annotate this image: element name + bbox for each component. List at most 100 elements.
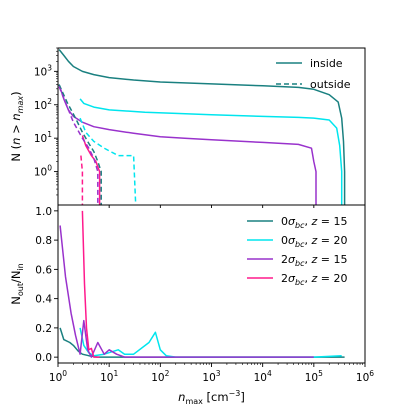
top-ytick-label-2: 102	[34, 97, 52, 112]
bottom-xtick-label-6-exp: 6	[369, 369, 374, 378]
top-ylabel-sub: max	[16, 96, 25, 114]
top-series-line-2	[58, 84, 317, 205]
top-ylabel: N (n > nmax)	[9, 91, 25, 161]
top-ytick-label-1-base: 10	[34, 133, 47, 145]
bottom-xlabel-sub: max	[185, 397, 203, 406]
bottom-xtick-label-3: 103	[202, 369, 220, 384]
legend-sigma: σ	[288, 253, 296, 266]
bottom-ytick-label-0: 0.0	[35, 352, 52, 364]
bottom-series-line-1	[79, 327, 342, 358]
bottom-series-group	[59, 210, 345, 358]
legend-coef: 2	[281, 272, 288, 285]
top-ylabel-close: )	[9, 91, 23, 96]
bottom-xlabel-close: ]	[240, 390, 245, 404]
bottom-xtick-label-2-base: 10	[151, 372, 164, 384]
top-series-line-0	[58, 49, 346, 205]
bottom-ytick-label-4: 0.8	[35, 235, 52, 247]
legend-bc: bc	[295, 240, 305, 249]
bottom-ytick-label-5: 1.0	[35, 206, 52, 218]
top-ylabel-n: N (	[9, 145, 23, 162]
bottom-xtick-label-3-base: 10	[202, 372, 215, 384]
bottom-ylabel: Nout/Nin	[9, 263, 25, 305]
bottom-legend-label-0: 0σbc, z = 15	[281, 215, 347, 230]
legend-z: z	[310, 215, 317, 228]
top-axes-frame	[57, 47, 366, 206]
bottom-ylabel-in: in	[16, 263, 25, 270]
bottom-xtick-label-6-base: 10	[356, 372, 369, 384]
bottom-legend-label-3: 2σbc, z = 20	[281, 272, 347, 287]
legend-coef: 2	[281, 253, 288, 266]
bottom-xtick-label-5-base: 10	[305, 372, 318, 384]
bottom-ytick-label-2: 0.4	[35, 294, 52, 306]
bottom-xtick-label-1-exp: 1	[113, 369, 118, 378]
bottom-xtick-label-4-base: 10	[254, 372, 267, 384]
bottom-legend-label-2: 2σbc, z = 15	[281, 253, 347, 268]
top-ytick-label-3: 103	[34, 63, 52, 78]
bottom-xlabel-exp: −3	[229, 389, 241, 398]
bottom-xtick-label-1: 101	[100, 369, 118, 384]
top-ytick-label-0-base: 10	[34, 167, 47, 179]
bottom-xtick-label-5: 105	[305, 369, 323, 384]
bottom-xtick-label-0-base: 10	[49, 372, 62, 384]
legend-comma: ,	[304, 234, 311, 247]
bottom-series-line-2	[59, 225, 314, 358]
legend-zval: = 15	[317, 215, 347, 228]
top-ytick-label-1: 101	[34, 130, 52, 145]
top-series-line-4	[58, 84, 102, 205]
legend-comma: ,	[304, 253, 311, 266]
bottom-series-line-3	[81, 210, 100, 358]
bottom-xtick-label-1-base: 10	[100, 372, 113, 384]
top-legend-label-0: inside	[310, 57, 343, 70]
top-legend-label-1: outside	[310, 78, 351, 91]
bottom-xlabel-n: n	[178, 390, 185, 404]
legend-comma: ,	[304, 215, 311, 228]
bottom-xtick-label-2-exp: 2	[165, 369, 170, 378]
top-ytick-label-0-exp: 0	[47, 164, 52, 173]
top-ytick-label-2-exp: 2	[47, 97, 52, 106]
bottom-ylabel-n1: N	[9, 296, 23, 305]
legend-zval: = 20	[317, 272, 347, 285]
bottom-legend-label-1: 0σbc, z = 20	[281, 234, 347, 249]
bottom-xtick-label-4: 104	[254, 369, 272, 384]
axes-frames	[57, 47, 366, 364]
bottom-ylabel-out: out	[16, 283, 25, 296]
bottom-xtick-label-0-exp: 0	[62, 369, 67, 378]
bottom-ytick-label-3: 0.6	[35, 264, 52, 276]
legend-z: z	[310, 253, 317, 266]
top-ytick-label-2-base: 10	[34, 100, 47, 112]
top-series-line-1	[79, 98, 343, 205]
legend-zval: = 20	[317, 234, 347, 247]
bottom-xtick-label-6: 106	[356, 369, 374, 384]
top-ytick-label-0: 100	[34, 164, 52, 179]
top-ylabel-gt: >	[9, 121, 23, 138]
bottom-xtick-label-4-exp: 4	[267, 369, 272, 378]
top-ytick-label-3-exp: 3	[47, 63, 52, 72]
legend-bc: bc	[295, 221, 305, 230]
bottom-xlabel: nmax [cm−3]	[178, 389, 245, 406]
legend-sigma: σ	[288, 234, 296, 247]
bottom-xtick-label-0: 100	[49, 369, 67, 384]
top-ytick-label-1-exp: 1	[47, 130, 52, 139]
legend-coef: 0	[281, 234, 288, 247]
bottom-xtick-label-2: 102	[151, 369, 169, 384]
bottom-axes-frame	[57, 204, 366, 364]
top-series-line-5	[79, 117, 137, 205]
legend-zval: = 15	[317, 253, 347, 266]
top-series-line-6	[58, 86, 99, 205]
bottom-xtick-label-3-exp: 3	[216, 369, 221, 378]
bottom-ytick-label-1: 0.2	[35, 323, 52, 335]
legend-coef: 0	[281, 215, 288, 228]
legend-bc: bc	[295, 278, 305, 287]
legend-sigma: σ	[288, 215, 296, 228]
top-series-group	[58, 49, 346, 205]
legend-z: z	[310, 272, 317, 285]
bottom-ylabel-slash: /N	[9, 271, 23, 283]
legend-sigma: σ	[288, 272, 296, 285]
bottom-xlabel-unit: [cm	[203, 390, 229, 404]
legend-z: z	[310, 234, 317, 247]
top-series-line-7	[80, 155, 84, 205]
